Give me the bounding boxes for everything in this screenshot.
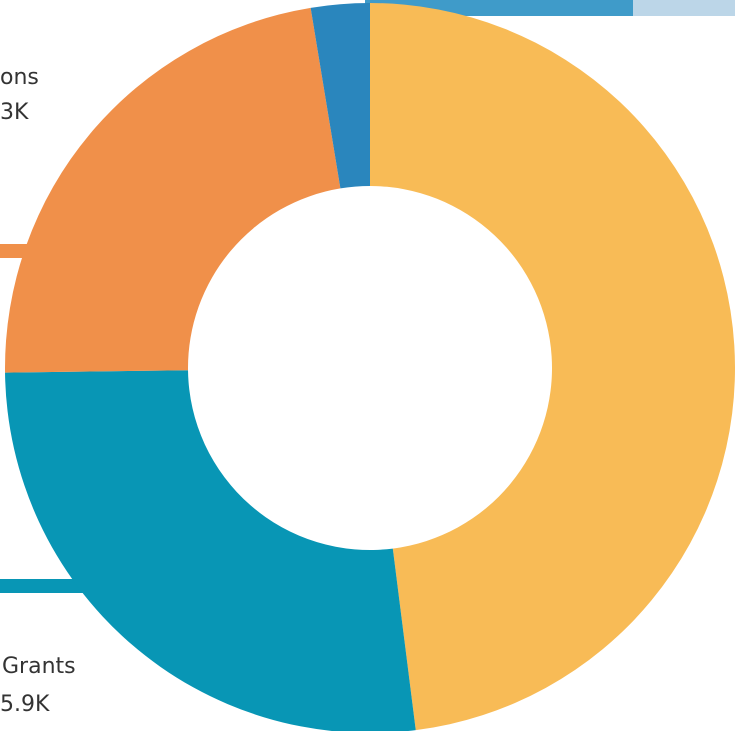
slice	[370, 3, 735, 731]
annotation: ons	[0, 65, 39, 90]
slice	[5, 7, 341, 373]
annotation: 5.9K	[0, 692, 50, 717]
donut	[5, 3, 735, 731]
leader-line	[0, 244, 30, 258]
top-bar	[633, 0, 735, 16]
slice	[310, 3, 370, 189]
annotation: Grants	[2, 654, 76, 679]
slice	[5, 370, 416, 731]
annotation: 3K	[0, 100, 29, 125]
